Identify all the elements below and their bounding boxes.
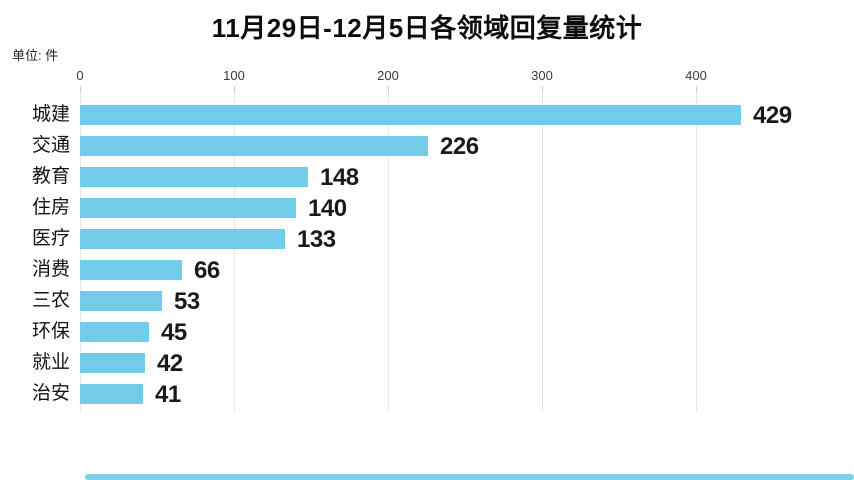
unit-label: 单位: 件 [12,48,59,63]
value-label: 66 [194,257,220,284]
bar [80,105,741,125]
category-label: 住房 [31,197,70,218]
bar [80,322,149,342]
bar [80,136,428,156]
value-label: 226 [440,133,479,160]
category-label: 环保 [31,321,70,342]
category-label: 城建 [31,104,70,125]
x-axis-tickmark [696,86,697,92]
category-label: 交通 [31,135,70,156]
value-label: 41 [155,381,181,408]
value-label: 140 [308,195,347,222]
x-axis-tickmark [80,86,81,92]
x-axis-tick-label: 400 [685,68,707,83]
gridline [388,92,389,412]
bar [80,198,296,218]
bar [80,353,145,373]
gridline [542,92,543,412]
bar [80,260,182,280]
value-label: 148 [320,164,359,191]
value-label: 42 [157,350,183,377]
x-axis-tick-label: 0 [76,68,84,83]
category-label: 就业 [31,352,70,373]
x-axis-tickmark [388,86,389,92]
x-axis-tickmark [542,86,543,92]
value-label: 133 [297,226,336,253]
x-axis-tick-label: 200 [377,68,399,83]
category-label: 教育 [31,166,70,187]
gridline [80,92,81,412]
chart-title: 11月29日-12月5日各领域回复量统计 [211,13,643,43]
bar [80,229,285,249]
bar [80,291,162,311]
category-label: 三农 [31,290,70,311]
category-label: 医疗 [31,228,70,249]
value-label: 53 [174,288,200,315]
x-axis-tick-label: 300 [531,68,553,83]
horizontal-scrollbar[interactable] [85,474,854,480]
gridline [234,92,235,412]
category-label: 消费 [31,259,70,280]
bar [80,384,143,404]
value-label: 429 [753,102,792,129]
bar [80,167,308,187]
category-label: 治安 [31,383,70,404]
x-axis-tickmark [234,86,235,92]
x-axis-tick-label: 100 [223,68,245,83]
gridline [696,92,697,412]
value-label: 45 [161,319,187,346]
